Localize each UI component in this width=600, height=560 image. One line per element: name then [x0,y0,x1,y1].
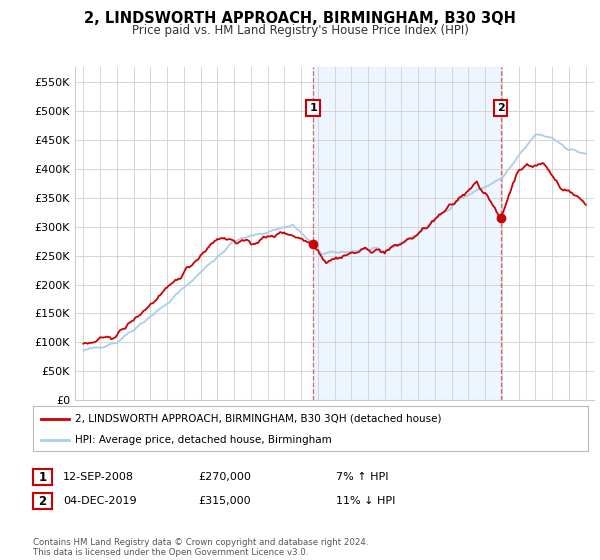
Text: 1: 1 [38,470,47,484]
Text: 2, LINDSWORTH APPROACH, BIRMINGHAM, B30 3QH (detached house): 2, LINDSWORTH APPROACH, BIRMINGHAM, B30 … [74,413,441,423]
Text: 04-DEC-2019: 04-DEC-2019 [63,496,137,506]
Text: 2: 2 [497,103,505,113]
Text: Contains HM Land Registry data © Crown copyright and database right 2024.
This d: Contains HM Land Registry data © Crown c… [33,538,368,557]
Text: 11% ↓ HPI: 11% ↓ HPI [336,496,395,506]
Text: 2, LINDSWORTH APPROACH, BIRMINGHAM, B30 3QH: 2, LINDSWORTH APPROACH, BIRMINGHAM, B30 … [84,11,516,26]
Text: £315,000: £315,000 [198,496,251,506]
Text: Price paid vs. HM Land Registry's House Price Index (HPI): Price paid vs. HM Land Registry's House … [131,24,469,37]
Text: 12-SEP-2008: 12-SEP-2008 [63,472,134,482]
Text: 2: 2 [38,494,47,508]
Text: £270,000: £270,000 [198,472,251,482]
Bar [313,67,500,400]
Text: 7% ↑ HPI: 7% ↑ HPI [336,472,389,482]
Text: HPI: Average price, detached house, Birmingham: HPI: Average price, detached house, Birm… [74,435,331,445]
Text: 1: 1 [309,103,317,113]
